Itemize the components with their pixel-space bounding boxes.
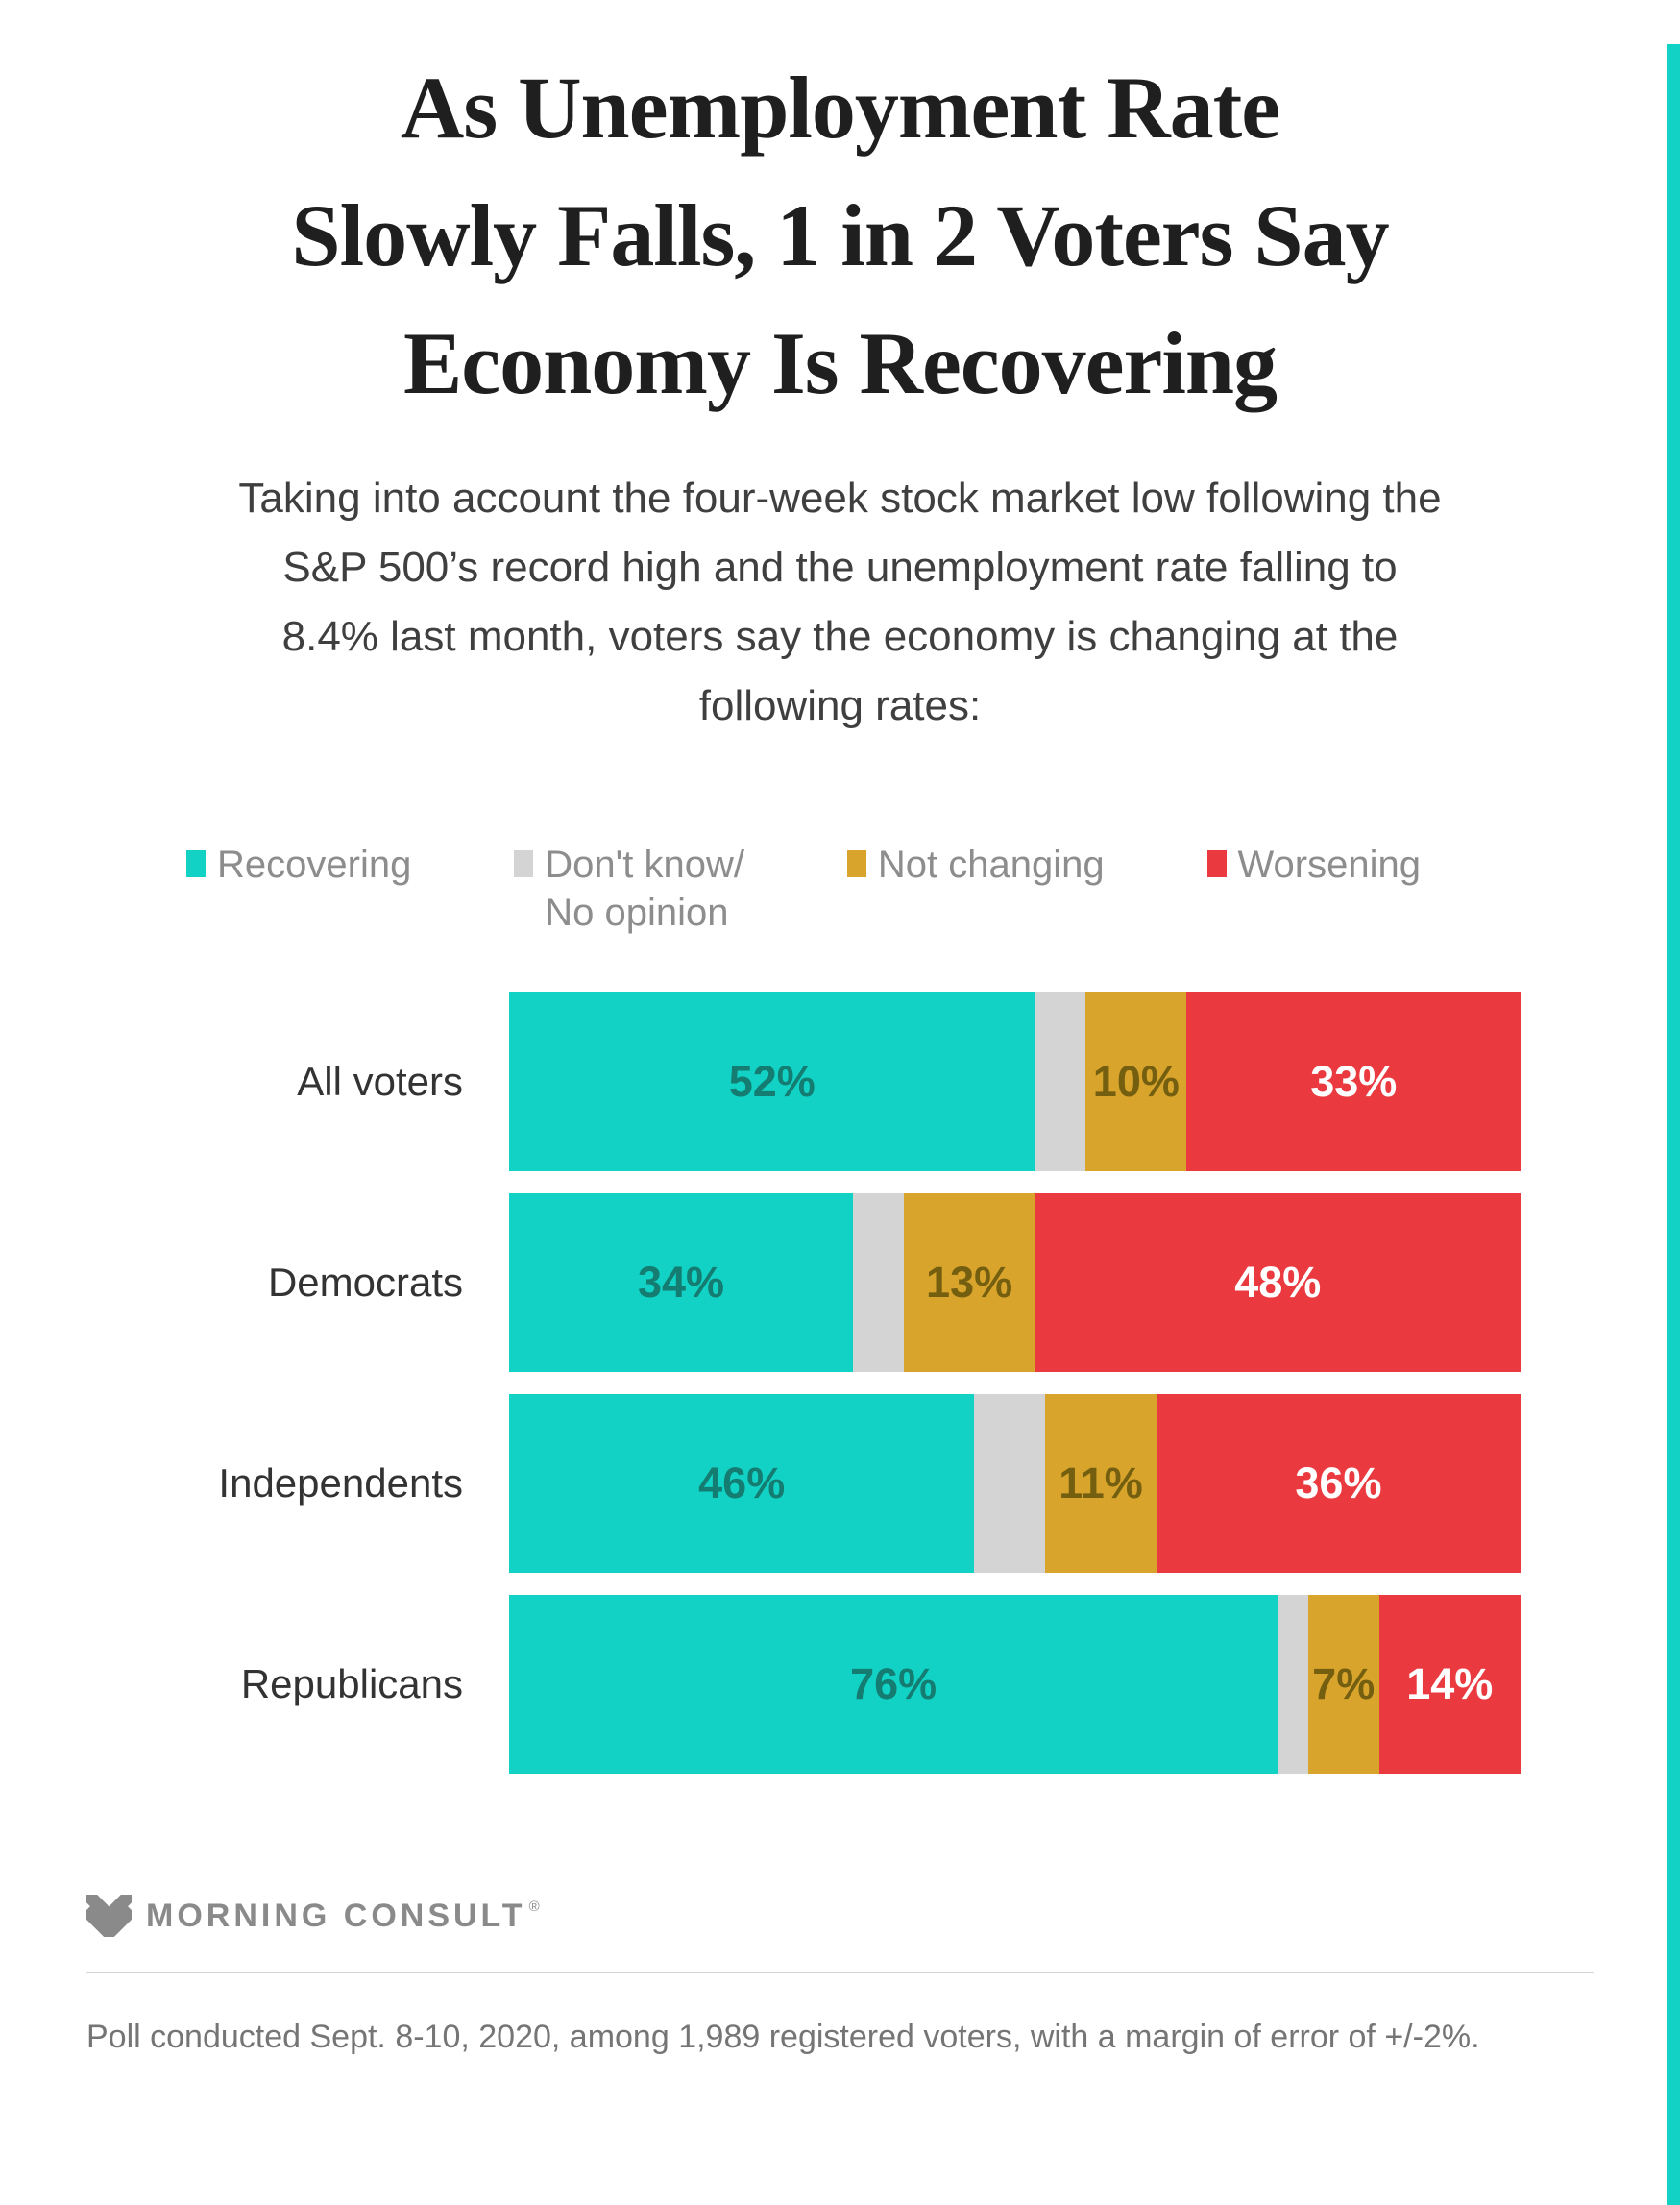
legend-item-don-t-know-no-opinion: Don't know/ No opinion bbox=[514, 841, 744, 937]
percent-label: 76% bbox=[850, 1659, 937, 1708]
percent-label: 10% bbox=[1092, 1057, 1180, 1106]
category-label: Independents bbox=[218, 1460, 463, 1506]
bar-segment-worsening: 36% bbox=[1156, 1394, 1521, 1573]
bar-row-democrats: Democrats 34% 13% 48% bbox=[86, 1193, 1521, 1372]
legend-item-not-changing: Not changing bbox=[846, 841, 1105, 937]
bar-segment-recovering: 52% bbox=[509, 992, 1035, 1171]
category-label: Democrats bbox=[267, 1260, 463, 1305]
legend-label: Not changing bbox=[877, 844, 1105, 886]
percent-label: 14% bbox=[1406, 1659, 1494, 1708]
footer-divider bbox=[86, 1972, 1594, 1973]
percent-label: 34% bbox=[637, 1258, 725, 1307]
percent-label: 46% bbox=[698, 1458, 786, 1507]
category-label: All voters bbox=[297, 1059, 463, 1104]
bar-segment-not-changing: 7% bbox=[1307, 1595, 1379, 1774]
bar-segment-not-changing: 13% bbox=[903, 1193, 1035, 1372]
bar-segment-don-t-know-no-opinion bbox=[1278, 1595, 1308, 1774]
stacked-bar: 34% 13% 48% bbox=[509, 1193, 1521, 1372]
legend-item-recovering: Recovering bbox=[186, 841, 411, 937]
legend-swatch-icon bbox=[846, 850, 866, 877]
bar-segment-worsening: 33% bbox=[1186, 992, 1521, 1171]
bar-segment-recovering: 46% bbox=[509, 1394, 975, 1573]
chart-subtitle: Taking into account the four-week stock … bbox=[238, 475, 1442, 729]
percent-label: 7% bbox=[1312, 1659, 1376, 1708]
bar-segment-recovering: 76% bbox=[509, 1595, 1278, 1774]
bar-row-republicans: Republicans 76% 7% 14% bbox=[86, 1595, 1521, 1774]
infographic-page: As Unemployment Rate Slowly Falls, 1 in … bbox=[0, 44, 1680, 2205]
legend-swatch-icon bbox=[1206, 850, 1227, 877]
category-label: Republicans bbox=[240, 1661, 463, 1706]
percent-label: 48% bbox=[1234, 1258, 1322, 1307]
bar-segment-not-changing: 10% bbox=[1085, 992, 1187, 1171]
bar-segment-don-t-know-no-opinion bbox=[853, 1193, 904, 1372]
bar-segment-don-t-know-no-opinion bbox=[1035, 992, 1086, 1171]
legend-swatch-icon bbox=[186, 850, 206, 877]
bar-segment-don-t-know-no-opinion bbox=[974, 1394, 1046, 1573]
legend-label: Don't know/ No opinion bbox=[545, 844, 744, 934]
morning-consult-logo-icon bbox=[86, 1895, 132, 1937]
page-title-line-2: Slowly Falls, 1 in 2 Voters Say bbox=[291, 186, 1389, 284]
registered-trademark-symbol: ® bbox=[528, 1899, 540, 1915]
bar-segment-worsening: 14% bbox=[1378, 1595, 1521, 1774]
stacked-bar-chart: All voters 52% 10% 33% Democrats 34% 13% 48% Ind… bbox=[86, 992, 1521, 1774]
legend-swatch-icon bbox=[514, 850, 534, 877]
bar-segment-worsening: 48% bbox=[1035, 1193, 1521, 1372]
percent-label: 36% bbox=[1295, 1458, 1382, 1507]
stacked-bar: 52% 10% 33% bbox=[509, 992, 1521, 1171]
page-title-line-3: Economy Is Recovering bbox=[402, 314, 1278, 412]
chart-legend: Recovering Don't know/ No opinion Not chan… bbox=[186, 841, 1421, 937]
percent-label: 11% bbox=[1059, 1458, 1143, 1507]
legend-label: Worsening bbox=[1237, 844, 1421, 886]
percent-label: 33% bbox=[1310, 1057, 1398, 1106]
stacked-bar: 46% 11% 36% bbox=[509, 1394, 1521, 1573]
morning-consult-brand: MORNING CONSULT ® bbox=[86, 1895, 1594, 1937]
stacked-bar: 76% 7% 14% bbox=[509, 1595, 1521, 1774]
page-title: As Unemployment Rate Slowly Falls, 1 in … bbox=[86, 44, 1594, 428]
bar-segment-recovering: 34% bbox=[509, 1193, 854, 1372]
legend-item-worsening: Worsening bbox=[1206, 841, 1421, 937]
bar-row-all-voters: All voters 52% 10% 33% bbox=[86, 992, 1521, 1171]
right-accent-stripe bbox=[1667, 44, 1680, 2205]
page-title-line-1: As Unemployment Rate bbox=[400, 59, 1280, 157]
legend-label: Recovering bbox=[217, 844, 412, 886]
bar-row-independents: Independents 46% 11% 36% bbox=[86, 1394, 1521, 1573]
source-note: Poll conducted Sept. 8-10, 2020, among 1… bbox=[86, 2019, 1480, 2055]
brand-wordmark: MORNING CONSULT bbox=[146, 1897, 526, 1934]
bar-segment-not-changing: 11% bbox=[1045, 1394, 1157, 1573]
percent-label: 52% bbox=[728, 1057, 816, 1106]
percent-label: 13% bbox=[926, 1258, 1013, 1307]
